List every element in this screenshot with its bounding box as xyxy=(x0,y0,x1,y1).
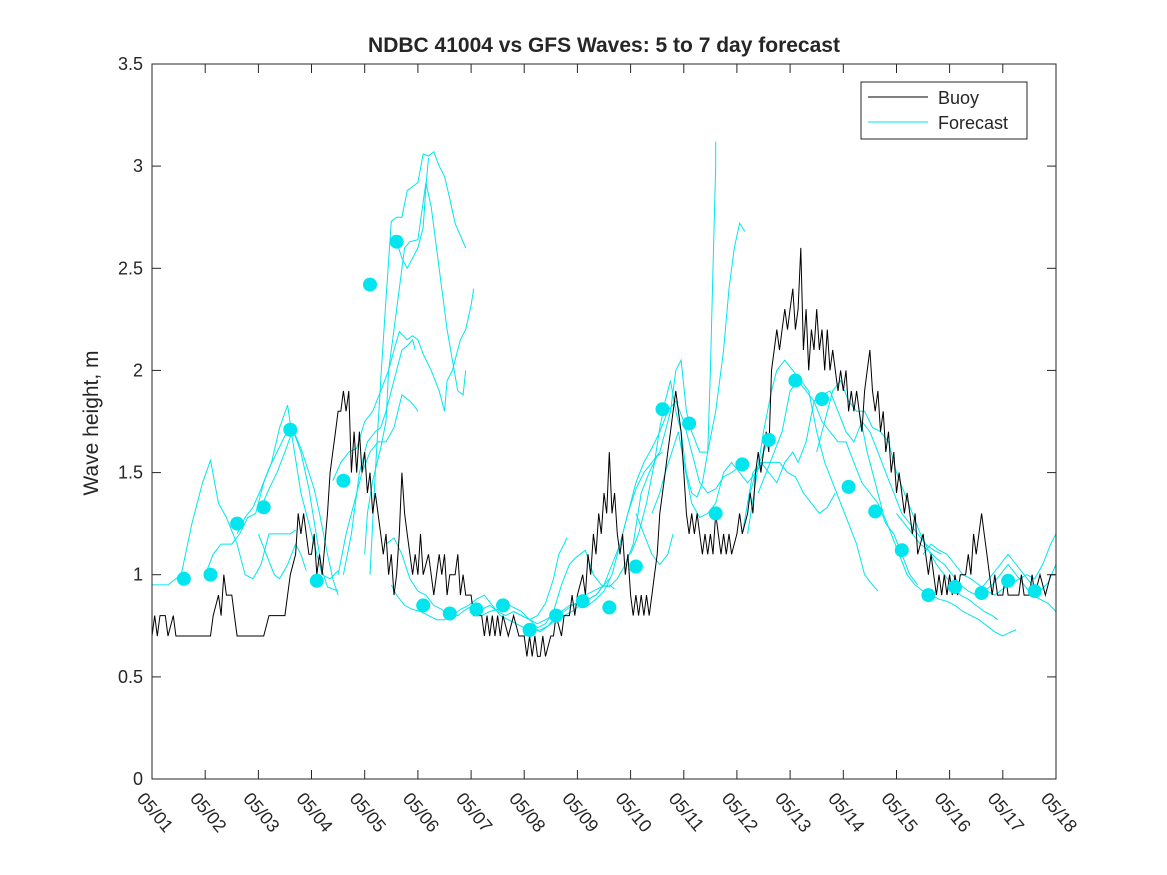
forecast-marker-29 xyxy=(921,588,936,603)
forecast-marker-14 xyxy=(522,622,537,637)
forecast-marker-3 xyxy=(230,516,245,531)
forecast-line-20 xyxy=(635,513,674,566)
forecast-line-15 xyxy=(513,537,568,621)
forecast-line-19 xyxy=(651,431,770,519)
y-tick-label: 3 xyxy=(133,156,143,176)
legend-box xyxy=(860,81,1028,140)
forecast-line-10 xyxy=(369,150,467,575)
forecast-marker-17 xyxy=(602,600,617,615)
y-tick-label: 0 xyxy=(133,769,143,789)
forecast-marker-11 xyxy=(442,606,457,621)
forecast-marker-22 xyxy=(735,457,750,472)
forecast-line-4 xyxy=(260,428,339,592)
forecast-line-14 xyxy=(481,451,663,629)
y-tick-label: 0.5 xyxy=(118,667,143,687)
forecast-marker-30 xyxy=(948,580,962,594)
forecast-marker-24 xyxy=(788,373,803,388)
forecast-line-18 xyxy=(630,141,717,555)
forecast-marker-19 xyxy=(655,402,670,417)
forecast-line-7 xyxy=(332,288,475,481)
y-tick-label: 1.5 xyxy=(118,463,143,483)
y-axis-label: Wave height, m xyxy=(80,350,103,495)
legend-forecast-label: Forecast xyxy=(938,113,1008,133)
forecast-line-22 xyxy=(757,379,919,586)
forecast-marker-28 xyxy=(894,543,909,558)
forecast-marker-8 xyxy=(363,277,377,292)
forecast-marker-4 xyxy=(256,500,271,515)
forecast-line-9 xyxy=(364,182,467,555)
forecast-line-2 xyxy=(204,405,339,580)
axes-box xyxy=(151,63,1057,780)
y-tick-label: 3.5 xyxy=(118,54,143,74)
forecast-marker-6 xyxy=(309,573,324,588)
forecast-marker-20 xyxy=(682,416,697,431)
legend-buoy-label: Buoy xyxy=(938,88,979,108)
forecast-marker-2 xyxy=(203,567,218,582)
forecast-line-26 xyxy=(858,411,1017,637)
forecast-marker-12 xyxy=(469,602,484,617)
forecast-marker-21 xyxy=(708,506,723,521)
forecast-line-1 xyxy=(152,458,296,586)
y-tick-label: 2 xyxy=(133,360,143,380)
forecast-marker-31 xyxy=(974,586,989,601)
forecast-marker-10 xyxy=(416,598,431,613)
forecast-marker-15 xyxy=(549,608,564,623)
forecast-line-5 xyxy=(257,533,307,580)
forecast-marker-32 xyxy=(1001,573,1016,588)
forecast-marker-25 xyxy=(815,392,829,406)
forecast-line-23 xyxy=(741,390,942,555)
forecast-marker-26 xyxy=(841,479,856,494)
chart-title: NDBC 41004 vs GFS Waves: 5 to 7 day fore… xyxy=(368,34,840,57)
plot-area xyxy=(151,141,1057,657)
forecast-line-28 xyxy=(922,533,1057,596)
forecast-marker-23 xyxy=(761,432,776,447)
buoy-line xyxy=(151,247,1056,657)
forecast-marker-27 xyxy=(868,504,883,519)
y-tick-label: 2.5 xyxy=(118,258,143,278)
forecast-line-11 xyxy=(396,157,429,270)
y-tick-label: 1 xyxy=(133,565,143,585)
forecast-marker-7 xyxy=(336,473,351,488)
forecast-marker-5 xyxy=(283,422,298,437)
forecast-marker-13 xyxy=(496,598,510,613)
forecast-line-13 xyxy=(390,578,610,633)
legend: Buoy Forecast xyxy=(860,81,1028,140)
forecast-marker-18 xyxy=(628,559,643,574)
forecast-line-8 xyxy=(342,338,416,575)
forecast-marker-1 xyxy=(176,571,191,586)
forecast-marker-9 xyxy=(389,234,404,249)
forecast-marker-33 xyxy=(1027,584,1042,599)
forecast-line-17 xyxy=(587,222,746,606)
forecast-marker-16 xyxy=(575,594,590,609)
